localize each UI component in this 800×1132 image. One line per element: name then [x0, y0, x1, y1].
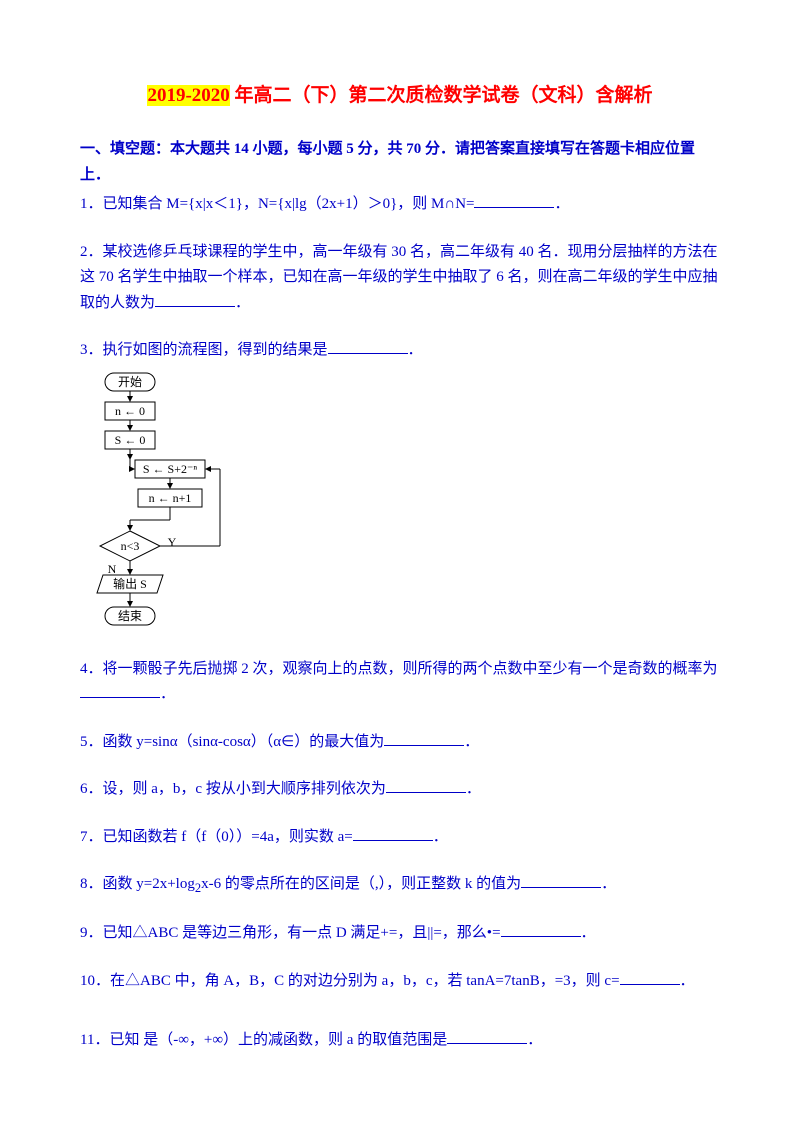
fc-s0: S ← 0 [115, 432, 146, 446]
period: ． [464, 734, 479, 750]
q1-text: 1．已知集合 M={x|x＜1}，N={x|lg（2x+1）＞0}，则 M∩N= [80, 196, 474, 212]
question-2: 2．某校选修乒乓球课程的学生中，高一年级有 30 名，高二年级有 40 名．现用… [80, 240, 720, 317]
period: ． [466, 781, 481, 797]
period: ． [581, 925, 596, 941]
page-title: 2019-2020 年高二（下）第二次质检数学试卷（文科）含解析 [80, 80, 720, 107]
question-9: 9．已知△ABC 是等边三角形，有一点 D 满足+=，且||=，那么•= ． [80, 921, 720, 947]
question-6: 6．设，则 a，b，c 按从小到大顺序排列依次为 ． [80, 777, 720, 803]
blank [353, 825, 433, 841]
question-1: 1．已知集合 M={x|x＜1}，N={x|lg（2x+1）＞0}，则 M∩N=… [80, 192, 720, 218]
period: ． [601, 876, 616, 892]
period: ． [680, 973, 695, 989]
blank [80, 682, 160, 698]
flowchart-figure: 开始 n ← 0 S ← 0 S ← S+2⁻ⁿ [80, 370, 720, 635]
period: ． [160, 686, 175, 702]
question-10: 10．在△ABC 中，角 A，B，C 的对边分别为 a，b，c，若 tanA=7… [80, 969, 720, 995]
question-4: 4．将一颗骰子先后抛掷 2 次，观察向上的点数，则所得的两个点数中至少有一个是奇… [80, 657, 720, 708]
q10-text: 10．在△ABC 中，角 A，B，C 的对边分别为 a，b，c，若 tanA=7… [80, 973, 620, 989]
q6-text: 6．设，则 a，b，c 按从小到大顺序排列依次为 [80, 781, 386, 797]
q11-text: 11．已知 是（-∞，+∞）上的减函数，则 a 的取值范围是 [80, 1032, 447, 1048]
fc-inc: n ← n+1 [149, 490, 192, 504]
blank [501, 921, 581, 937]
q5-text: 5．函数 y=sinα（sinα-cosα）（α∈）的最大值为 [80, 734, 384, 750]
fc-yes: Y [168, 534, 177, 548]
section-header: 一、填空题：本大题共 14 小题，每小题 5 分，共 70 分．请把答案直接填写… [80, 137, 720, 188]
q8-text-b: x-6 的零点所在的区间是（,），则正整数 k 的值为 [201, 876, 521, 892]
q4-text: 4．将一颗骰子先后抛掷 2 次，观察向上的点数，则所得的两个点数中至少有一个是奇… [80, 661, 718, 677]
q3-text: 3．执行如图的流程图，得到的结果是 [80, 342, 328, 358]
fc-end: 结束 [118, 608, 142, 622]
period: ． [235, 295, 250, 311]
q9-text: 9．已知△ABC 是等边三角形，有一点 D 满足+=，且||=，那么•= [80, 925, 501, 941]
period: ． [527, 1032, 542, 1048]
question-3: 3．执行如图的流程图，得到的结果是 ． 开始 n ← 0 S ← 0 [80, 338, 720, 635]
fc-start: 开始 [118, 374, 142, 388]
fc-out: 输出 S [113, 575, 147, 590]
period: ． [554, 196, 569, 212]
blank [384, 730, 464, 746]
blank [474, 192, 554, 208]
blank [386, 777, 466, 793]
fc-no: N [108, 561, 117, 575]
q7-text: 7．已知函数若 f（f（0））=4a，则实数 a= [80, 829, 353, 845]
title-year: 2019-2020 [147, 85, 229, 106]
question-5: 5．函数 y=sinα（sinα-cosα）（α∈）的最大值为 ． [80, 730, 720, 756]
period: ． [408, 342, 423, 358]
question-7: 7．已知函数若 f（f（0））=4a，则实数 a= ． [80, 825, 720, 851]
title-rest: 年高二（下）第二次质检数学试卷（文科）含解析 [230, 85, 653, 106]
blank [328, 338, 408, 354]
q8-text-a: 8．函数 y=2x+log [80, 876, 195, 892]
question-8: 8．函数 y=2x+log2x-6 的零点所在的区间是（,），则正整数 k 的值… [80, 872, 720, 899]
question-11: 11．已知 是（-∞，+∞）上的减函数，则 a 的取值范围是 ． [80, 1028, 720, 1054]
blank [620, 969, 680, 985]
fc-cond: n<3 [121, 538, 140, 552]
fc-step: S ← S+2⁻ⁿ [143, 461, 197, 475]
blank [447, 1028, 527, 1044]
fc-n0: n ← 0 [115, 403, 145, 417]
period: ． [433, 829, 448, 845]
flowchart-svg: 开始 n ← 0 S ← 0 S ← S+2⁻ⁿ [80, 370, 240, 635]
blank [155, 291, 235, 307]
blank [521, 872, 601, 888]
